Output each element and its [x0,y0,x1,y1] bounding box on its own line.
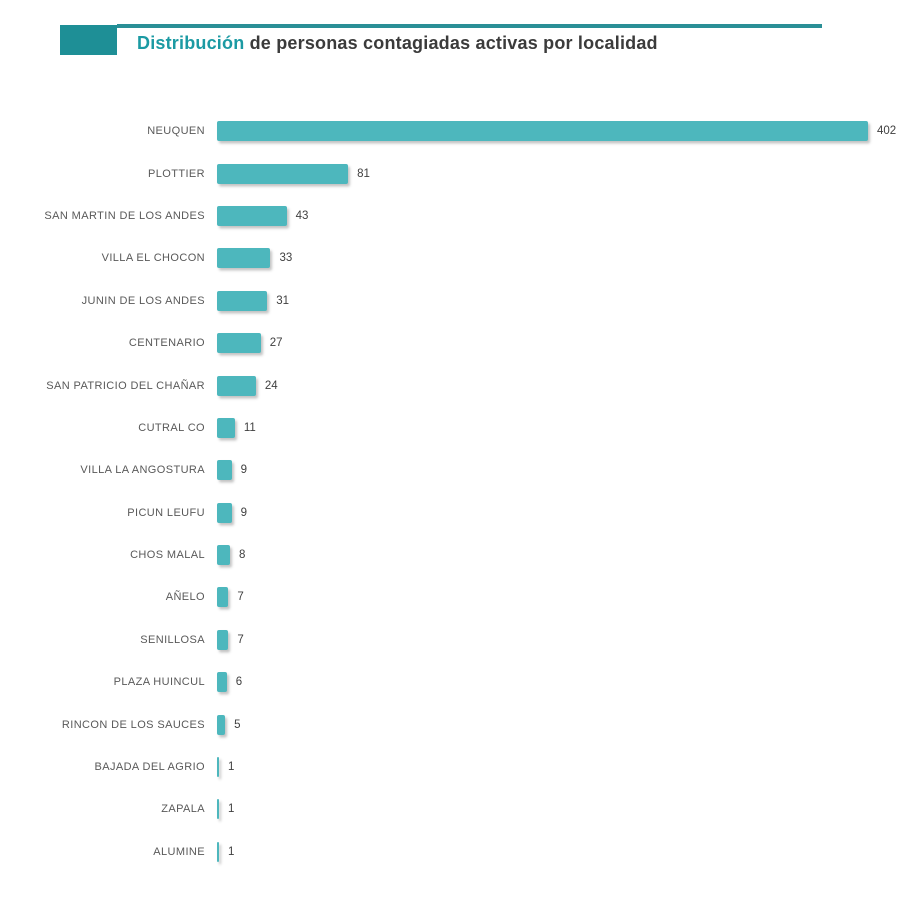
category-label: VILLA LA ANGOSTURA [80,464,205,477]
bar-area: 81 [217,163,370,184]
bar [217,121,868,142]
category-label: SENILLOSA [140,633,205,646]
chart-row: SAN PATRICIO DEL CHAÑAR 24 [0,364,919,406]
value-label: 43 [295,209,309,222]
chart-title-accent: Distribución [137,33,245,53]
value-label: 31 [276,294,289,307]
value-label: 9 [240,506,247,519]
category-label: ALUMINE [153,845,205,858]
chart-title: Distribución de personas contagiadas act… [137,33,658,54]
bar [217,629,229,650]
header-accent-square [60,25,117,55]
bar [217,460,232,481]
category-label: CHOS MALAL [130,549,205,562]
chart-row: BAJADA DEL AGRIO 1 [0,746,919,788]
value-label: 5 [234,718,241,731]
value-label: 27 [269,337,283,350]
chart-row: CUTRAL CO 11 [0,407,919,449]
value-label: 33 [279,252,293,265]
bar-area: 1 [217,799,235,820]
category-label: VILLA EL CHOCON [101,252,205,265]
category-label: CENTENARIO [128,337,205,350]
bar-area: 1 [217,841,235,862]
value-label: 1 [228,803,235,816]
chart-row: SAN MARTIN DE LOS ANDES 43 [0,195,919,237]
bar-area: 27 [217,333,283,354]
value-label: 1 [228,845,235,858]
value-label: 7 [237,633,244,646]
bar-area: 8 [217,545,246,566]
chart-row: PLOTTIER 81 [0,152,919,194]
value-label: 24 [264,379,278,392]
bar [217,841,219,862]
value-label: 1 [228,761,235,774]
bar [217,587,229,608]
bar [217,375,256,396]
bar-area: 43 [217,205,309,226]
chart-row: CHOS MALAL 8 [0,534,919,576]
bar-area: 7 [217,629,244,650]
bar [217,672,227,693]
value-label: 11 [243,421,256,434]
category-label: AÑELO [165,591,205,604]
bar [217,205,287,226]
category-label: PLAZA HUINCUL [113,676,205,689]
category-label: CUTRAL CO [138,421,205,434]
bar [217,545,230,566]
chart-row: NEUQUEN 402 [0,110,919,152]
bar-area: 402 [217,121,897,142]
category-label: PLOTTIER [148,167,205,180]
bar-area: 6 [217,672,243,693]
bar [217,248,271,269]
value-label: 6 [235,676,243,689]
category-label: ZAPALA [161,803,205,816]
category-label: SAN MARTIN DE LOS ANDES [44,209,205,222]
bar-area: 9 [217,460,247,481]
chart-row: CENTENARIO 27 [0,322,919,364]
chart-row: JUNIN DE LOS ANDES 31 [0,280,919,322]
bar [217,757,219,778]
chart-row: SENILLOSA 7 [0,619,919,661]
bar-area: 24 [217,375,278,396]
value-label: 8 [238,549,246,562]
bar-area: 33 [217,248,293,269]
value-label: 9 [240,464,247,477]
chart-row: RINCON DE LOS SAUCES 5 [0,703,919,745]
chart-row: PLAZA HUINCUL 6 [0,661,919,703]
bar [217,714,226,735]
bar-area: 11 [217,417,256,438]
bar-area: 7 [217,587,244,608]
bar [217,290,268,311]
chart-row: ALUMINE 1 [0,831,919,873]
bar-area: 5 [217,714,241,735]
bar [217,799,219,820]
chart-row: VILLA LA ANGOSTURA 9 [0,449,919,491]
value-label: 402 [877,125,897,138]
bar-chart: NEUQUEN 402 PLOTTIER 81 SAN MARTIN DE LOS AN… [0,110,919,873]
chart-row: PICUN LEUFU 9 [0,492,919,534]
chart-title-rest: de personas contagiadas activas por loca… [244,33,658,53]
bar [217,333,261,354]
category-label: SAN PATRICIO DEL CHAÑAR [46,379,205,392]
category-label: PICUN LEUFU [127,506,205,519]
chart-row: VILLA EL CHOCON 33 [0,237,919,279]
bar-area: 31 [217,290,289,311]
bar-area: 1 [217,757,235,778]
bar-area: 9 [217,502,247,523]
bar [217,163,349,184]
category-label: JUNIN DE LOS ANDES [81,294,205,307]
value-label: 81 [357,167,370,180]
category-label: NEUQUEN [147,125,205,138]
bar [217,502,232,523]
chart-row: AÑELO 7 [0,576,919,618]
bar [217,417,235,438]
chart-row: ZAPALA 1 [0,788,919,830]
category-label: RINCON DE LOS SAUCES [61,718,205,731]
value-label: 7 [237,591,244,604]
category-label: BAJADA DEL AGRIO [94,761,205,774]
header-rule [117,24,822,28]
